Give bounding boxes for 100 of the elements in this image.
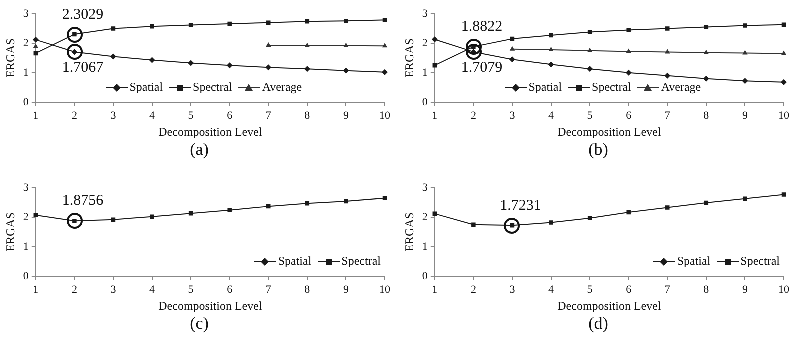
x-tick-label: 7 [664,110,671,122]
point [782,192,786,197]
x-axis-title: Decomposition Level [158,298,263,313]
legend-label: Average [661,80,702,96]
y-tick-label: 3 [422,8,428,20]
x-tick-label: 6 [227,110,234,122]
point [266,42,272,48]
x-tick-label: 8 [704,110,710,122]
legend-label: Spatial [278,254,312,270]
x-tick-label: 3 [110,110,117,122]
x-tick-label: 2 [470,110,476,122]
point [382,18,388,22]
point [510,46,516,51]
legend-label: Spectral [592,80,632,96]
legend-label: Spatial [528,80,562,96]
x-tick-label: 9 [343,110,350,122]
y-tick-label: 2 [23,37,29,50]
point [344,42,349,48]
point [226,62,233,69]
point [781,50,787,56]
x-tick-label: 8 [304,284,311,296]
x-tick-label: 10 [380,110,391,122]
y-tick-label: 1 [422,240,428,253]
y-tick-label: 0 [422,96,428,108]
x-axis-title: Decomposition Level [158,124,263,139]
x-tick-label: 5 [587,110,594,122]
x-tick-label: 3 [110,284,117,296]
y-tick-label: 1 [23,66,29,79]
x-tick-label: 6 [626,284,632,296]
y-tick-label: 2 [23,211,29,224]
annotation: 2.3029 [62,6,104,24]
point [549,220,554,225]
annotation: 1.7079 [461,60,503,78]
y-axis-title: ERGAS [402,212,416,252]
annotation: 1.7231 [500,198,542,215]
x-tick-label: 4 [548,284,555,296]
point [666,26,670,31]
point [472,222,476,227]
x-tick-label: 5 [587,284,594,296]
point [664,72,671,79]
point [432,36,438,43]
y-tick-label: 1 [422,66,428,79]
y-tick-label: 3 [23,8,30,20]
point [110,54,116,60]
y-axis-title: ERGAS [3,212,18,252]
point [509,56,516,63]
y-tick-label: 3 [23,182,30,194]
point [742,50,748,55]
x-tick-label: 2 [72,110,78,122]
y-tick-label: 0 [422,270,428,282]
point [743,24,748,28]
x-tick-label: 10 [778,110,790,122]
x-tick-label: 9 [742,284,748,296]
point [588,216,592,220]
x-tick-label: 4 [548,110,555,122]
y-tick-label: 0 [23,96,30,108]
x-tick-label: 9 [343,284,350,296]
legend-label: Spectral [740,254,780,270]
point [111,26,116,31]
point [743,196,748,202]
y-axis-title: ERGAS [402,38,416,78]
x-axis-title: Decomposition Level [558,124,662,139]
legend-label: Spatial [677,254,711,270]
point [666,206,670,210]
x-tick-label: 4 [150,110,156,122]
x-axis-title: Decomposition Level [558,298,662,313]
point [149,57,156,64]
x-tick-label: 2 [72,284,78,296]
x-tick-label: 8 [704,284,710,296]
y-tick-label: 2 [422,37,428,50]
x-tick-label: 3 [510,284,516,296]
text: (a) [189,140,210,160]
point [382,69,388,76]
x-tick-label: 1 [432,110,438,122]
y-tick-label: 1 [23,240,29,253]
y-tick-label: 0 [23,270,30,282]
legend-label: Spatial [130,80,164,96]
point [150,24,154,29]
point [626,28,631,32]
x-tick-label: 5 [188,284,194,296]
text: (c) [189,314,210,334]
point [266,204,271,209]
text: (b) [588,140,610,160]
annotation: 1.8822 [461,18,503,36]
point [344,18,348,24]
point [150,214,154,219]
point [266,20,271,25]
point [188,23,194,28]
point [665,49,670,54]
annotation: 1.7067 [62,60,104,78]
point [305,20,310,24]
x-tick-label: 7 [664,284,671,296]
point [548,62,554,68]
x-tick-label: 6 [626,110,632,122]
point [626,210,631,215]
point [228,22,232,26]
point [228,208,232,213]
x-tick-label: 5 [188,110,194,122]
point [188,212,194,216]
annotation: 1.8756 [62,193,104,210]
